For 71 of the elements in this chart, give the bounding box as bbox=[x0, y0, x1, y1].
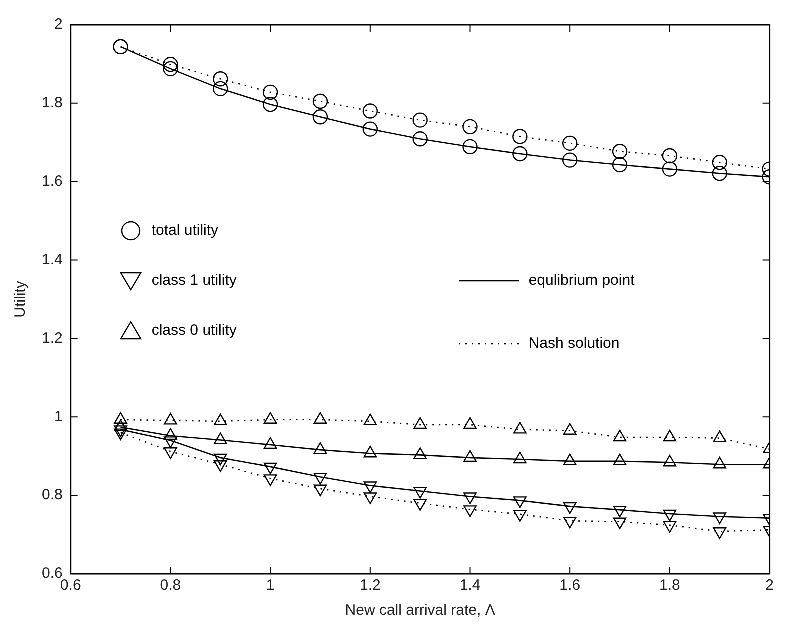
point bbox=[612, 144, 628, 160]
point bbox=[364, 482, 378, 494]
point bbox=[613, 518, 627, 530]
point bbox=[563, 516, 577, 529]
point bbox=[464, 492, 477, 504]
point bbox=[713, 528, 727, 540]
x-tick-label: 1.8 bbox=[660, 577, 680, 594]
point bbox=[414, 499, 427, 512]
point bbox=[512, 146, 528, 162]
point bbox=[114, 428, 128, 440]
point bbox=[264, 462, 278, 475]
point bbox=[362, 122, 378, 137]
point bbox=[214, 460, 228, 472]
point bbox=[213, 81, 228, 97]
point bbox=[164, 448, 178, 460]
x-axis-title: New call arrival rate, Λ bbox=[345, 602, 496, 620]
point bbox=[563, 502, 577, 514]
point bbox=[713, 512, 727, 524]
point bbox=[412, 112, 428, 128]
y-tick-label: 1.4 bbox=[42, 251, 63, 268]
x-tick-label: 2 bbox=[766, 577, 774, 594]
legend-label: total utility bbox=[152, 222, 219, 240]
point bbox=[414, 487, 427, 499]
point bbox=[512, 129, 528, 144]
point bbox=[264, 474, 278, 486]
point bbox=[464, 506, 477, 518]
point bbox=[662, 162, 678, 177]
point bbox=[314, 484, 328, 497]
point bbox=[662, 148, 678, 164]
point bbox=[312, 110, 328, 125]
point bbox=[613, 506, 627, 518]
point bbox=[462, 119, 478, 135]
point bbox=[213, 72, 228, 87]
point bbox=[362, 104, 378, 119]
point bbox=[562, 136, 578, 152]
point bbox=[412, 132, 428, 147]
point bbox=[712, 155, 728, 170]
point bbox=[514, 496, 527, 508]
point bbox=[514, 510, 527, 522]
y-tick-label: 1.8 bbox=[42, 94, 63, 112]
point bbox=[114, 426, 128, 438]
y-tick-label: 1 bbox=[54, 408, 63, 426]
x-tick-label: 1 bbox=[266, 577, 275, 594]
y-tick-label: 1.2 bbox=[42, 330, 63, 347]
point bbox=[314, 473, 328, 485]
x-tick-label: 1.2 bbox=[360, 577, 381, 594]
point bbox=[663, 510, 677, 522]
x-tick-label: 1.6 bbox=[560, 577, 581, 594]
point bbox=[612, 157, 628, 173]
point bbox=[214, 454, 228, 466]
point bbox=[562, 152, 578, 168]
y-tick-label: 1.6 bbox=[42, 173, 63, 190]
legend-label: class 0 utility bbox=[152, 322, 237, 340]
point bbox=[462, 139, 478, 155]
point bbox=[364, 492, 378, 504]
point bbox=[163, 61, 178, 77]
y-tick-label: 2 bbox=[54, 16, 63, 34]
x-tick-label: 0.8 bbox=[160, 577, 182, 594]
y-axis-title: Utility bbox=[12, 280, 30, 318]
legend-label: Nash solution bbox=[528, 334, 620, 353]
legend-label: class 1 utility bbox=[152, 272, 237, 290]
point bbox=[663, 521, 677, 533]
point bbox=[164, 436, 178, 448]
y-tick-label: 0.8 bbox=[42, 486, 63, 504]
point bbox=[312, 94, 328, 110]
point bbox=[163, 57, 178, 72]
x-tick-label: 1.4 bbox=[460, 577, 481, 594]
point bbox=[712, 166, 728, 182]
point bbox=[262, 97, 278, 112]
point bbox=[262, 84, 278, 100]
legend-label: equlibrium point bbox=[528, 272, 635, 290]
